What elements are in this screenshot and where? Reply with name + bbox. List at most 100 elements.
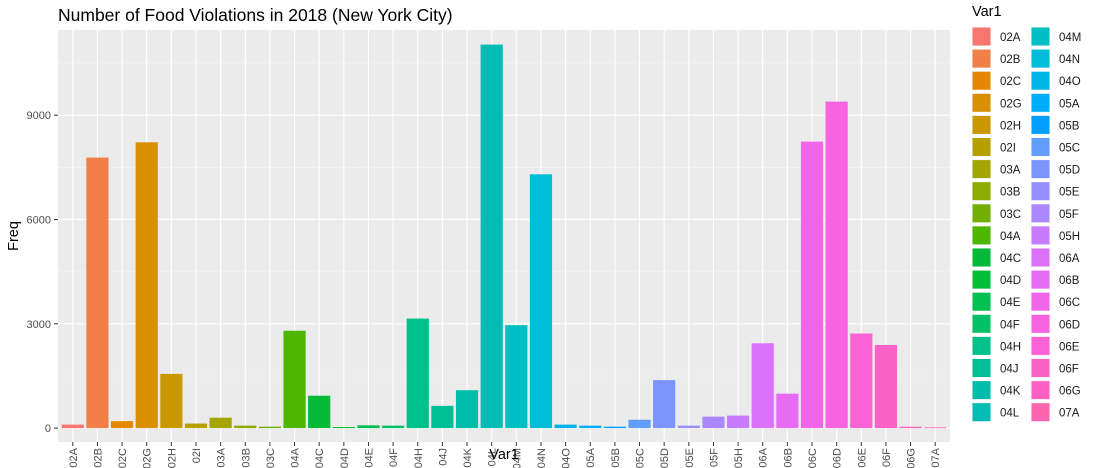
legend-swatch-04M [1031,27,1050,46]
legend-label-05H: 05H [1059,231,1080,243]
legend-swatch-06F [1031,359,1050,377]
x-tick-label: 02C [117,448,129,468]
legend-swatch-07A [1031,403,1050,422]
x-tick-label: 04K [462,447,474,467]
bar-06F [874,344,898,429]
legend-label-02B: 02B [1000,54,1021,66]
bar-02H [160,373,183,429]
bar-06C [800,141,824,429]
x-tick-label: 06D [832,448,844,468]
legend-swatch-05D [1031,160,1050,179]
bar-04O [554,424,577,429]
legend-label-06E: 06E [1059,341,1080,353]
x-tick-label: 02B [92,448,104,468]
bar-02G [135,142,158,429]
bar-02B [86,157,109,429]
legend-swatch-06C [1031,292,1050,311]
legend-label-02I: 02I [1000,143,1016,155]
legend-label-02H: 02H [1000,120,1021,132]
legend-swatch-04A [972,226,991,245]
legend-swatch-03B [972,182,991,201]
x-tick-label: 05C [635,448,647,468]
legend-label-06A: 06A [1059,253,1080,265]
bar-03B [234,425,257,429]
x-tick-label: 05B [610,448,622,468]
x-tick-label: 06F [881,448,893,467]
legend-swatch-06D [1031,314,1050,333]
x-tick-label: 04J [437,448,449,466]
legend-swatch-02A [972,27,991,46]
bar-06E [850,333,873,429]
legend-label-04K: 04K [1000,386,1021,398]
legend-label-04M: 04M [1059,32,1081,44]
x-tick-label: 05A [585,447,597,467]
bar-06G [899,426,922,429]
legend-label-06B: 06B [1059,275,1080,287]
bars [61,44,947,429]
y-axis-title: Freq [6,221,22,251]
bar-04K [455,390,479,429]
legend-label-04O: 04O [1059,76,1081,88]
bar-02C [110,421,134,429]
legend-label-05A: 05A [1059,98,1080,110]
x-tick-label: 02G [142,448,154,468]
legend-swatch-04L [972,403,991,422]
x-tick-label: 05H [733,448,745,468]
legend-label-04C: 04C [1000,253,1021,265]
legend-label-06C: 06C [1059,297,1080,309]
legend-label-05F: 05F [1059,209,1079,221]
x-tick-label: 02H [166,448,178,468]
bar-04E [357,425,380,429]
x-tick-label: 05F [708,448,720,467]
y-tick-label: 6000 [27,214,51,226]
legend-swatch-06B [1031,270,1050,289]
legend-swatch-02B [972,49,991,68]
bar-04M [505,325,528,429]
legend-swatch-04C [972,248,991,267]
legend-label-02G: 02G [1000,98,1022,110]
x-axis-title: Var1 [489,447,519,463]
x-tick-label: 04O [561,448,573,468]
x-tick-label: 02I [191,448,203,463]
bar-03C [258,426,281,429]
bar-04C [308,395,331,429]
x-tick-label: 03B [240,448,252,468]
bar-04F [382,425,405,429]
legend-swatch-05C [1031,138,1050,156]
x-tick-label: 04D [339,448,351,468]
bar-05C [628,419,651,429]
legend-swatch-05F [1031,204,1050,223]
x-tick-label: 04A [290,447,302,467]
x-tick-label: 04L [487,448,499,466]
x-tick-label: 06G [906,448,918,468]
legend-swatch-06E [1031,336,1050,355]
x-tick-label: 04E [363,448,375,468]
bar-03A [209,417,232,429]
x-tick-label: 06B [782,448,794,468]
legend-swatch-04J [972,359,991,377]
legend-label-02A: 02A [1000,32,1021,44]
x-tick-label: 03C [265,448,277,468]
legend-label-06G: 06G [1059,386,1081,398]
bar-05E [677,425,700,429]
bar-06B [776,393,799,429]
legend-swatch-03A [972,160,991,179]
legend-label-04F: 04F [1000,319,1020,331]
legend-label-06D: 06D [1059,319,1080,331]
legend-label-05B: 05B [1059,120,1080,132]
legend-swatch-03C [972,204,991,223]
y-tick-label: 3000 [27,319,51,331]
x-axis: 02A 02B 02C 02G 02H 02I 03A 03B 03C 04A 04C 04D 04E 0… [68,442,942,468]
legend-label-02C: 02C [1000,76,1021,88]
bar-07A [924,427,947,429]
legend: 02A 02B 02C 02G 02H 02I 03A 03B 03C 04A 04C 04D 04E 0… [972,27,1081,422]
legend-swatch-04D [972,270,991,289]
legend-label-04A: 04A [1000,231,1021,243]
bar-04J [431,405,454,429]
legend-label-03B: 03B [1000,187,1021,199]
legend-label-03A: 03A [1000,165,1021,177]
y-axis: 0 3000 6000 9000 [27,110,58,435]
chart-title: Number of Food Violations in 2018 (New Y… [58,5,453,25]
legend-swatch-06G [1031,381,1050,400]
x-tick-label: 03A [216,447,228,467]
